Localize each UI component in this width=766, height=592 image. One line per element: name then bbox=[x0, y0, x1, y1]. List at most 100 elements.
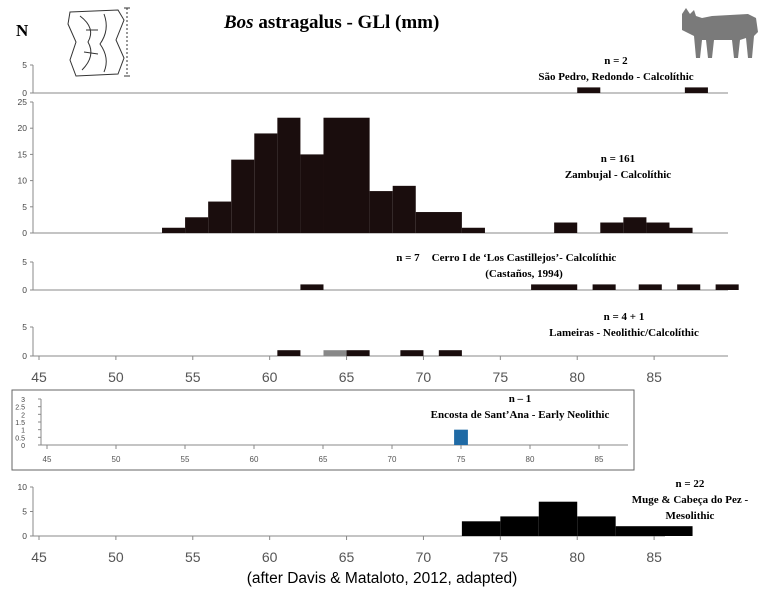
x-tick-label: 45 bbox=[31, 549, 47, 565]
x-tick-label: 75 bbox=[493, 369, 509, 385]
histogram-bar bbox=[300, 284, 324, 290]
x-tick-label: 70 bbox=[388, 455, 397, 464]
x-tick-label: 55 bbox=[185, 549, 201, 565]
x-tick-label: 80 bbox=[569, 369, 585, 385]
y-tick-label: 0 bbox=[22, 531, 27, 541]
x-tick-label: 70 bbox=[416, 369, 432, 385]
histogram-bar bbox=[400, 350, 424, 356]
y-tick-label: 1.5 bbox=[15, 420, 25, 427]
y-tick-label: 10 bbox=[18, 482, 28, 492]
x-tick-label: 50 bbox=[112, 455, 121, 464]
y-tick-label: 10 bbox=[18, 176, 28, 186]
y-tick-label: 1 bbox=[21, 428, 25, 435]
histogram-bar bbox=[684, 87, 708, 93]
sample-size-label: n = 7 bbox=[396, 252, 420, 264]
histogram-bar bbox=[323, 117, 370, 233]
histogram-bar bbox=[461, 521, 501, 536]
y-tick-label: 5 bbox=[22, 202, 27, 212]
y-tick-label: 5 bbox=[22, 60, 27, 70]
cow-silhouette-icon bbox=[682, 8, 758, 58]
sample-size-label: n = 2 bbox=[604, 55, 628, 67]
histogram-bar bbox=[254, 133, 278, 233]
y-tick-label: 0 bbox=[22, 88, 27, 98]
site-label: Zambujal - Calcolíthic bbox=[565, 169, 671, 181]
site-label: Muge & Cabeça do Pez - bbox=[632, 494, 749, 506]
encosta-panel-frame bbox=[11, 389, 635, 471]
panel-2: 0 5 10 15 20 25 n = 161 Zambujal - Calcolíthic bbox=[18, 97, 728, 238]
histogram-bar bbox=[277, 117, 301, 233]
histogram-bar bbox=[615, 526, 693, 536]
y-tick-label: 0 bbox=[22, 285, 27, 295]
panel-4: 0 5 45 50 55 60 65 70 75 80 85 n = 4 + 1 Lameiras - … bbox=[22, 311, 728, 385]
site-label: Mesolithic bbox=[666, 510, 715, 522]
histogram-bar bbox=[531, 284, 578, 290]
x-tick-label: 85 bbox=[595, 455, 604, 464]
histogram-bar bbox=[277, 350, 301, 356]
x-tick-label: 70 bbox=[416, 549, 432, 565]
histogram-bar bbox=[208, 201, 232, 233]
x-tick-label: 80 bbox=[569, 549, 585, 565]
y-tick-label: 5 bbox=[22, 507, 27, 517]
y-tick-label: 0 bbox=[22, 228, 27, 238]
site-label: São Pedro, Redondo - Calcolíthic bbox=[538, 71, 693, 83]
histogram-bar bbox=[346, 350, 370, 356]
site-label: Lameiras - Neolithic/Calcolíthic bbox=[549, 327, 699, 339]
histogram-bar bbox=[669, 227, 693, 233]
x-tick-label: 80 bbox=[526, 455, 535, 464]
histogram-bar bbox=[300, 154, 324, 233]
x-tick-label: 50 bbox=[108, 369, 124, 385]
astragalus-bone-drawing-icon bbox=[67, 7, 130, 77]
x-tick-label: 50 bbox=[108, 549, 124, 565]
y-tick-label: 20 bbox=[18, 123, 28, 133]
title-measurement: astragalus - GLl (mm) bbox=[254, 12, 440, 33]
y-tick-label: 25 bbox=[18, 97, 28, 107]
histogram-bar bbox=[715, 284, 739, 290]
x-tick-label: 85 bbox=[646, 369, 662, 385]
histogram-bar bbox=[392, 185, 416, 233]
title-genus: Bos bbox=[223, 12, 254, 33]
y-tick-label: 5 bbox=[22, 257, 27, 267]
histogram-bar bbox=[538, 501, 578, 536]
histogram-bar bbox=[577, 87, 601, 93]
histogram-bar bbox=[623, 217, 647, 233]
histogram-bar bbox=[646, 222, 670, 233]
figure-caption: (after Davis & Mataloto, 2012, adapted) bbox=[247, 570, 518, 587]
x-tick-label: 55 bbox=[185, 369, 201, 385]
histogram-bar bbox=[454, 429, 468, 445]
site-label: Cerro I de ‘Los Castillejos’- Calcolíthi… bbox=[432, 252, 617, 264]
y-tick-label: 0 bbox=[22, 351, 27, 361]
x-tick-label: 45 bbox=[31, 369, 47, 385]
x-tick-label: 60 bbox=[250, 455, 259, 464]
figure-title: Bos astragalus - GLl (mm) bbox=[223, 12, 439, 33]
histogram-bar bbox=[500, 516, 539, 536]
histogram-bar bbox=[577, 516, 616, 536]
y-tick-label: 0.5 bbox=[15, 435, 25, 442]
histogram-bar bbox=[592, 284, 616, 290]
y-tick-label: 2 bbox=[21, 412, 25, 419]
site-label: (Castaños, 1994) bbox=[485, 268, 563, 280]
x-tick-label: 75 bbox=[457, 455, 466, 464]
sample-size-label: n = 22 bbox=[676, 478, 705, 490]
histogram-bar bbox=[600, 222, 624, 233]
panel-3: 0 5 n = 7 Cerro I de ‘Los Castillejos’- Cal… bbox=[22, 252, 739, 295]
y-tick-label: 5 bbox=[22, 322, 27, 332]
histogram-bar bbox=[461, 227, 485, 233]
x-tick-label: 55 bbox=[181, 455, 190, 464]
histogram-bar bbox=[554, 222, 578, 233]
sample-size-label: n – 1 bbox=[509, 393, 532, 405]
panel-6: 0 5 10 45 50 55 60 65 70 75 80 85 n = 22 Muge & Cabeç… bbox=[18, 478, 749, 565]
y-tick-label: 2.5 bbox=[15, 405, 25, 412]
histogram-bar bbox=[415, 212, 462, 233]
histogram-bar bbox=[438, 350, 462, 356]
x-tick-label: 85 bbox=[646, 549, 662, 565]
x-tick-label: 60 bbox=[262, 549, 278, 565]
histogram-bar bbox=[231, 159, 255, 233]
y-tick-label: 15 bbox=[18, 149, 28, 159]
panel-5: 00.511.522.53 45 50 55 60 65 70 75 80 85 n – 1 Enco… bbox=[15, 393, 628, 464]
x-tick-label: 45 bbox=[43, 455, 52, 464]
n-axis-label: N bbox=[16, 21, 29, 40]
histogram-bar bbox=[323, 350, 347, 356]
sample-size-label: n = 4 + 1 bbox=[604, 311, 645, 323]
panel-1: 0 5 n = 2 São Pedro, Redondo - Calcolíthic bbox=[22, 55, 728, 98]
